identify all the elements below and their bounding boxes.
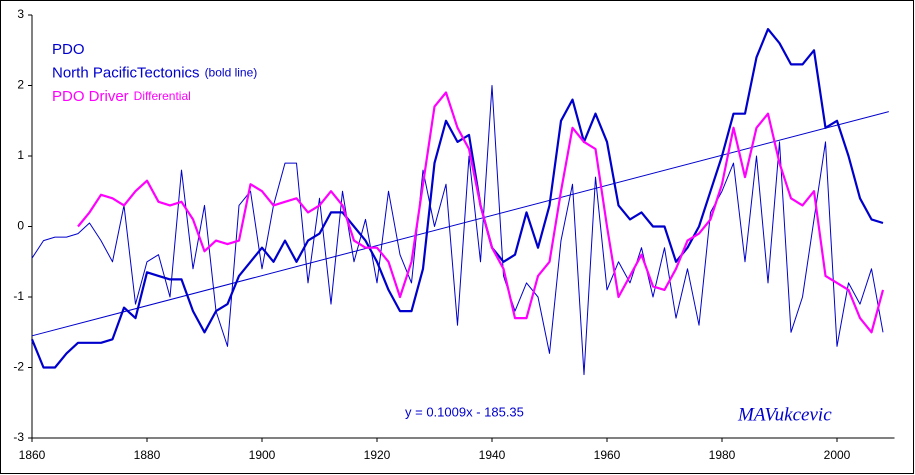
legend-name: PDO Driver xyxy=(52,88,129,105)
series-line xyxy=(31,85,884,376)
x-tick-label: 1980 xyxy=(709,448,736,462)
series-line xyxy=(77,91,885,334)
trend-equation: y = 0.1009x - 185.35 xyxy=(405,404,524,419)
y-tick-label: -3 xyxy=(13,430,24,444)
y-tick-label: 2 xyxy=(17,78,24,92)
y-tick-label: -2 xyxy=(13,360,24,374)
x-tick-label: 1960 xyxy=(594,448,621,462)
signature: MAVukcevic xyxy=(737,404,832,425)
trend-line xyxy=(31,111,889,337)
legend-note: Differential xyxy=(134,89,191,103)
y-tick-label: 3 xyxy=(17,7,24,21)
x-tick-label: 1900 xyxy=(249,448,276,462)
y-tick-label: 1 xyxy=(17,148,24,162)
legend-name: PDO xyxy=(52,41,85,58)
legend-name: North PacificTectonics xyxy=(52,64,200,81)
series-line xyxy=(30,28,884,369)
x-tick-label: 2000 xyxy=(824,448,851,462)
x-tick-label: 1940 xyxy=(479,448,506,462)
y-tick-label: 0 xyxy=(17,219,24,233)
legend-entry: PDO xyxy=(52,41,85,58)
x-tick-label: 1920 xyxy=(364,448,391,462)
legend-note: (bold line) xyxy=(205,66,258,80)
x-tick-label: 1880 xyxy=(134,448,161,462)
legend-entry: PDO Driver Differential xyxy=(52,88,191,105)
legend-entry: North PacificTectonics (bold line) xyxy=(52,64,257,81)
y-tick-label: -1 xyxy=(13,289,24,303)
x-tick-label: 1860 xyxy=(19,448,46,462)
